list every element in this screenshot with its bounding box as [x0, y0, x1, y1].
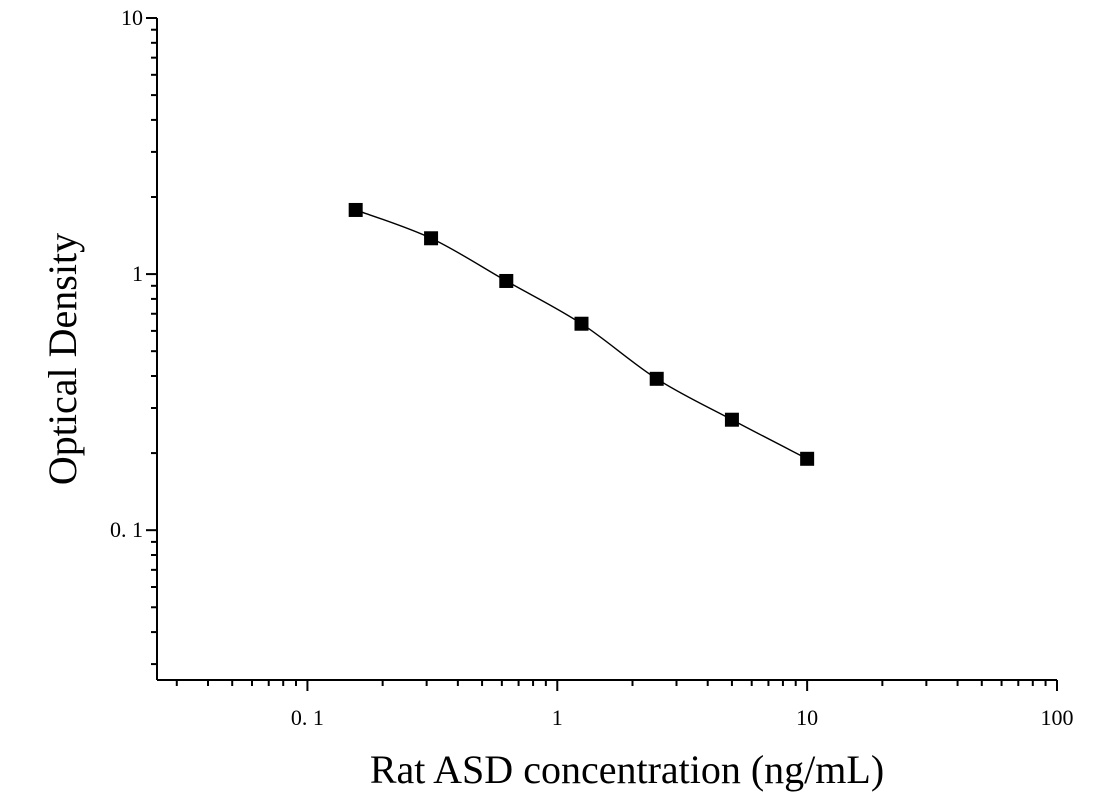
x-axis-minor-ticks [175, 680, 1047, 686]
y-tick-label: 1 [132, 261, 143, 286]
x-tick-label: 1 [552, 705, 563, 730]
data-point [348, 202, 363, 217]
data-point [499, 273, 514, 288]
data-point [800, 451, 815, 466]
data-points [348, 202, 815, 466]
y-axis-ticks: 0. 1 1 10 [110, 5, 157, 542]
x-axis-title: Rat ASD concentration (ng/mL) [370, 747, 884, 792]
x-tick-label: 0. 1 [291, 705, 324, 730]
data-point [574, 316, 589, 331]
data-point [649, 371, 664, 386]
x-axis-ticks: 0. 1 1 10 100 [291, 680, 1074, 730]
data-point [424, 231, 439, 246]
y-axis-title: Optical Density [40, 233, 85, 485]
data-point [724, 412, 739, 427]
y-tick-label: 0. 1 [110, 517, 143, 542]
fit-curve [355, 209, 808, 460]
x-tick-label: 10 [796, 705, 818, 730]
y-tick-label: 10 [121, 5, 143, 30]
x-tick-label: 100 [1041, 705, 1074, 730]
